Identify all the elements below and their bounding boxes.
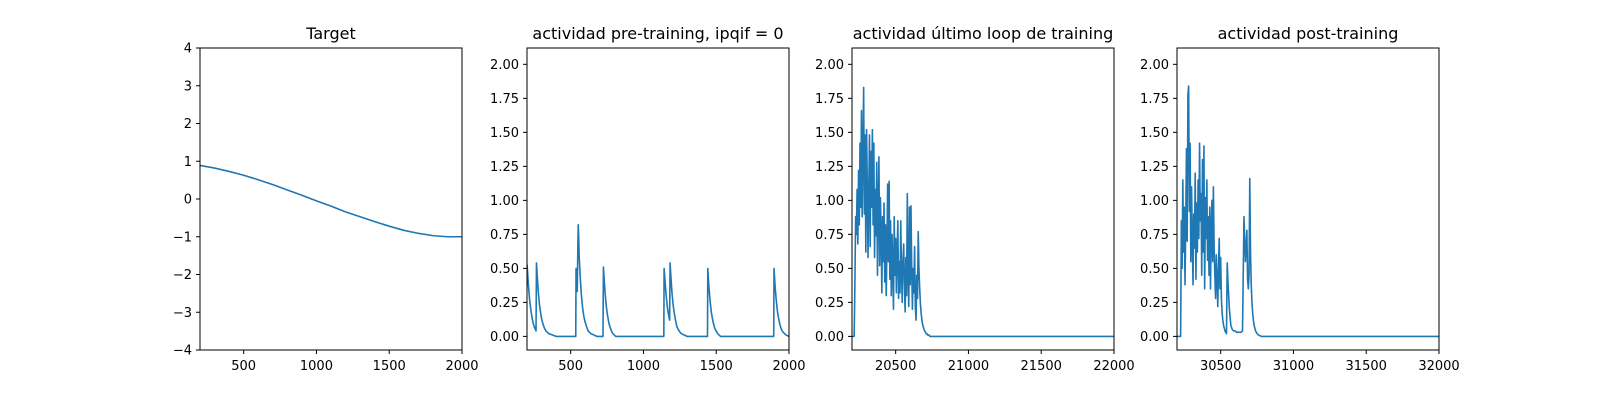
plot-frame — [851, 47, 1115, 351]
y-tick-label: −2 — [173, 268, 192, 283]
x-tick-label: 20500 — [875, 359, 916, 374]
panel-4: actividad post-training 30500 31000 31500 32… — [1140, 24, 1460, 374]
panel-3: actividad último loop de training 20500 21… — [815, 24, 1135, 374]
series-line — [852, 86, 1114, 338]
y-tick-label: 1.75 — [1140, 92, 1169, 107]
panel-1: Target 500 1000 1500 2000 −4 −3 −2 −1 0 1 2 3 4 — [173, 24, 479, 374]
x-tick-label: 2000 — [772, 359, 805, 374]
y-tick-label: 1.50 — [1140, 126, 1169, 141]
plot-frame — [526, 47, 790, 351]
y-tick-label: 0 — [184, 193, 192, 208]
y-tick-label: 0.75 — [1140, 228, 1169, 243]
series-line — [1177, 85, 1439, 338]
x-tick-label: 31500 — [1346, 359, 1387, 374]
y-tick-label: 1.25 — [815, 160, 844, 175]
x-tick-label: 21500 — [1021, 359, 1062, 374]
series-line — [527, 224, 789, 338]
x-tick-label: 2000 — [445, 359, 478, 374]
y-tick-label: 1.50 — [490, 126, 519, 141]
y-tick-label: 1.75 — [815, 92, 844, 107]
y-tick-label: 0.25 — [1140, 296, 1169, 311]
plot-frame — [1176, 47, 1440, 351]
y-tick-label: 1.00 — [1140, 194, 1169, 209]
chart-title: actividad post-training — [1218, 24, 1399, 43]
y-tick-label: 1.25 — [490, 160, 519, 175]
y-tick-label: −4 — [173, 344, 192, 359]
x-tick-label: 1000 — [300, 359, 333, 374]
y-tick-label: 1.75 — [490, 92, 519, 107]
x-tick-label: 22000 — [1093, 359, 1134, 374]
y-tick-label: 0.00 — [1140, 330, 1169, 345]
x-tick-label: 500 — [231, 359, 256, 374]
x-tick-label: 1500 — [373, 359, 406, 374]
y-tick-label: 1.00 — [815, 194, 844, 209]
y-tick-label: 0.25 — [490, 296, 519, 311]
y-tick-label: 1.25 — [1140, 160, 1169, 175]
y-tick-label: 3 — [184, 79, 192, 94]
x-tick-label: 21000 — [948, 359, 989, 374]
y-tick-label: 2 — [184, 117, 192, 132]
panel-2: actividad pre-training, ipqif = 0 500 1000… — [490, 24, 806, 374]
y-tick-label: 0.00 — [815, 330, 844, 345]
y-tick-label: 1.00 — [490, 194, 519, 209]
y-tick-label: 4 — [184, 42, 192, 57]
y-tick-label: 0.25 — [815, 296, 844, 311]
y-tick-label: 1.50 — [815, 126, 844, 141]
y-tick-label: 0.50 — [490, 262, 519, 277]
chart-title: actividad pre-training, ipqif = 0 — [532, 24, 783, 43]
y-tick-label: −1 — [173, 230, 192, 245]
x-tick-label: 32000 — [1418, 359, 1459, 374]
y-tick-label: 2.00 — [815, 58, 844, 73]
x-tick-label: 30500 — [1200, 359, 1241, 374]
y-tick-label: 1 — [184, 155, 192, 170]
y-tick-label: 0.75 — [490, 228, 519, 243]
y-tick-label: 0.75 — [815, 228, 844, 243]
x-tick-label: 1000 — [627, 359, 660, 374]
y-tick-label: 2.00 — [1140, 58, 1169, 73]
y-tick-label: 0.00 — [490, 330, 519, 345]
chart-title: Target — [305, 24, 356, 43]
x-tick-label: 1500 — [700, 359, 733, 374]
chart-title: actividad último loop de training — [853, 24, 1114, 43]
y-tick-label: 2.00 — [490, 58, 519, 73]
y-tick-label: −3 — [173, 306, 192, 321]
x-tick-label: 31000 — [1273, 359, 1314, 374]
y-tick-label: 0.50 — [1140, 262, 1169, 277]
x-tick-label: 500 — [558, 359, 583, 374]
series-line — [200, 164, 462, 238]
y-tick-label: 0.50 — [815, 262, 844, 277]
